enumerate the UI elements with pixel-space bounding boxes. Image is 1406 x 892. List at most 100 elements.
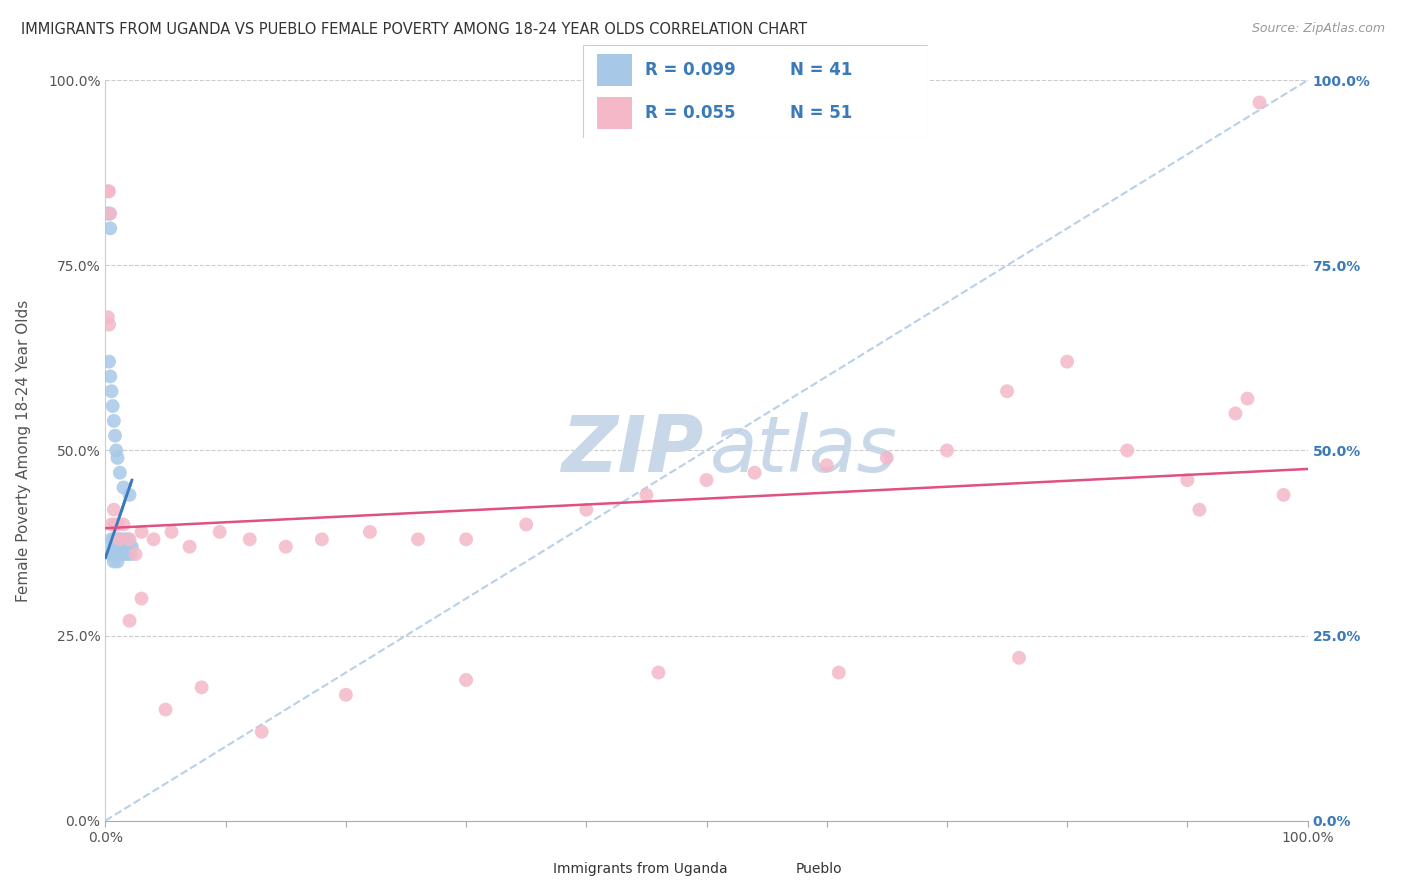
Point [103, 555, 125, 569]
Point [103, 533, 125, 547]
Point [118, 488, 141, 502]
Point [454, 673, 477, 687]
Point [1188, 502, 1211, 516]
Point [101, 540, 124, 554]
Point [98, 185, 121, 199]
Point [104, 540, 127, 554]
Point [107, 517, 129, 532]
Point [815, 458, 838, 473]
Point [108, 547, 131, 561]
Point [1175, 473, 1198, 487]
Point [131, 591, 153, 606]
Point [454, 533, 477, 547]
Point [647, 665, 669, 680]
Bar [598, 54, 631, 86]
Point [100, 547, 122, 561]
Point [105, 443, 128, 458]
Point [190, 681, 212, 695]
Point [98, 221, 121, 235]
Point [115, 547, 138, 561]
Point [828, 665, 851, 680]
Point [1272, 488, 1295, 502]
Point [100, 517, 122, 532]
Point [515, 517, 537, 532]
Point [179, 540, 201, 554]
Text: Source: ZipAtlas.com: Source: ZipAtlas.com [1251, 22, 1385, 36]
Point [98, 206, 121, 220]
Point [124, 547, 146, 561]
Point [359, 524, 381, 539]
Point [98, 354, 121, 368]
Point [101, 547, 124, 561]
Point [155, 703, 177, 717]
Point [101, 399, 124, 413]
Point [98, 369, 121, 384]
Point [98, 318, 121, 332]
Point [744, 466, 766, 480]
Point [107, 547, 129, 561]
Point [103, 502, 125, 516]
Bar [598, 97, 631, 129]
Point [406, 533, 429, 547]
Text: Immigrants from Uganda: Immigrants from Uganda [553, 862, 727, 876]
Point [118, 533, 141, 547]
Point [876, 450, 898, 465]
Point [112, 547, 135, 561]
Point [115, 540, 138, 554]
Point [696, 473, 718, 487]
Text: N = 41: N = 41 [790, 61, 852, 78]
Text: Pueblo: Pueblo [796, 862, 842, 876]
Point [97, 206, 120, 220]
Point [107, 555, 129, 569]
Point [104, 428, 127, 442]
Point [97, 185, 120, 199]
Point [97, 310, 120, 325]
Point [575, 502, 598, 516]
Point [105, 533, 128, 547]
Point [117, 533, 139, 547]
Point [104, 547, 127, 561]
Point [104, 517, 127, 532]
Point [112, 517, 135, 532]
Point [131, 524, 153, 539]
Point [121, 540, 143, 554]
Point [107, 540, 129, 554]
Point [105, 540, 128, 554]
Point [311, 533, 333, 547]
Point [1116, 443, 1139, 458]
Point [208, 524, 231, 539]
Text: R = 0.055: R = 0.055 [645, 104, 735, 122]
Text: R = 0.099: R = 0.099 [645, 61, 737, 78]
Point [636, 488, 658, 502]
Point [108, 466, 131, 480]
Text: atlas: atlas [710, 412, 898, 489]
Point [995, 384, 1018, 399]
Point [111, 540, 134, 554]
Y-axis label: Female Poverty Among 18-24 Year Olds: Female Poverty Among 18-24 Year Olds [17, 300, 31, 601]
Point [239, 533, 262, 547]
Point [142, 533, 165, 547]
Point [118, 614, 141, 628]
Point [107, 547, 129, 561]
Point [112, 481, 135, 495]
Text: N = 51: N = 51 [790, 104, 852, 122]
FancyBboxPatch shape [583, 45, 928, 138]
Text: IMMIGRANTS FROM UGANDA VS PUEBLO FEMALE POVERTY AMONG 18-24 YEAR OLDS CORRELATIO: IMMIGRANTS FROM UGANDA VS PUEBLO FEMALE … [21, 22, 807, 37]
Point [100, 533, 122, 547]
Point [100, 384, 122, 399]
Point [160, 524, 183, 539]
Point [120, 547, 142, 561]
Point [274, 540, 297, 554]
Point [1249, 95, 1271, 110]
Point [98, 206, 121, 220]
Point [108, 533, 131, 547]
Text: ZIP: ZIP [561, 412, 703, 489]
Point [1236, 392, 1258, 406]
Point [1056, 354, 1078, 368]
Point [107, 533, 129, 547]
Point [1225, 407, 1247, 421]
Point [335, 688, 357, 702]
Point [936, 443, 959, 458]
Point [118, 540, 141, 554]
Point [108, 540, 131, 554]
